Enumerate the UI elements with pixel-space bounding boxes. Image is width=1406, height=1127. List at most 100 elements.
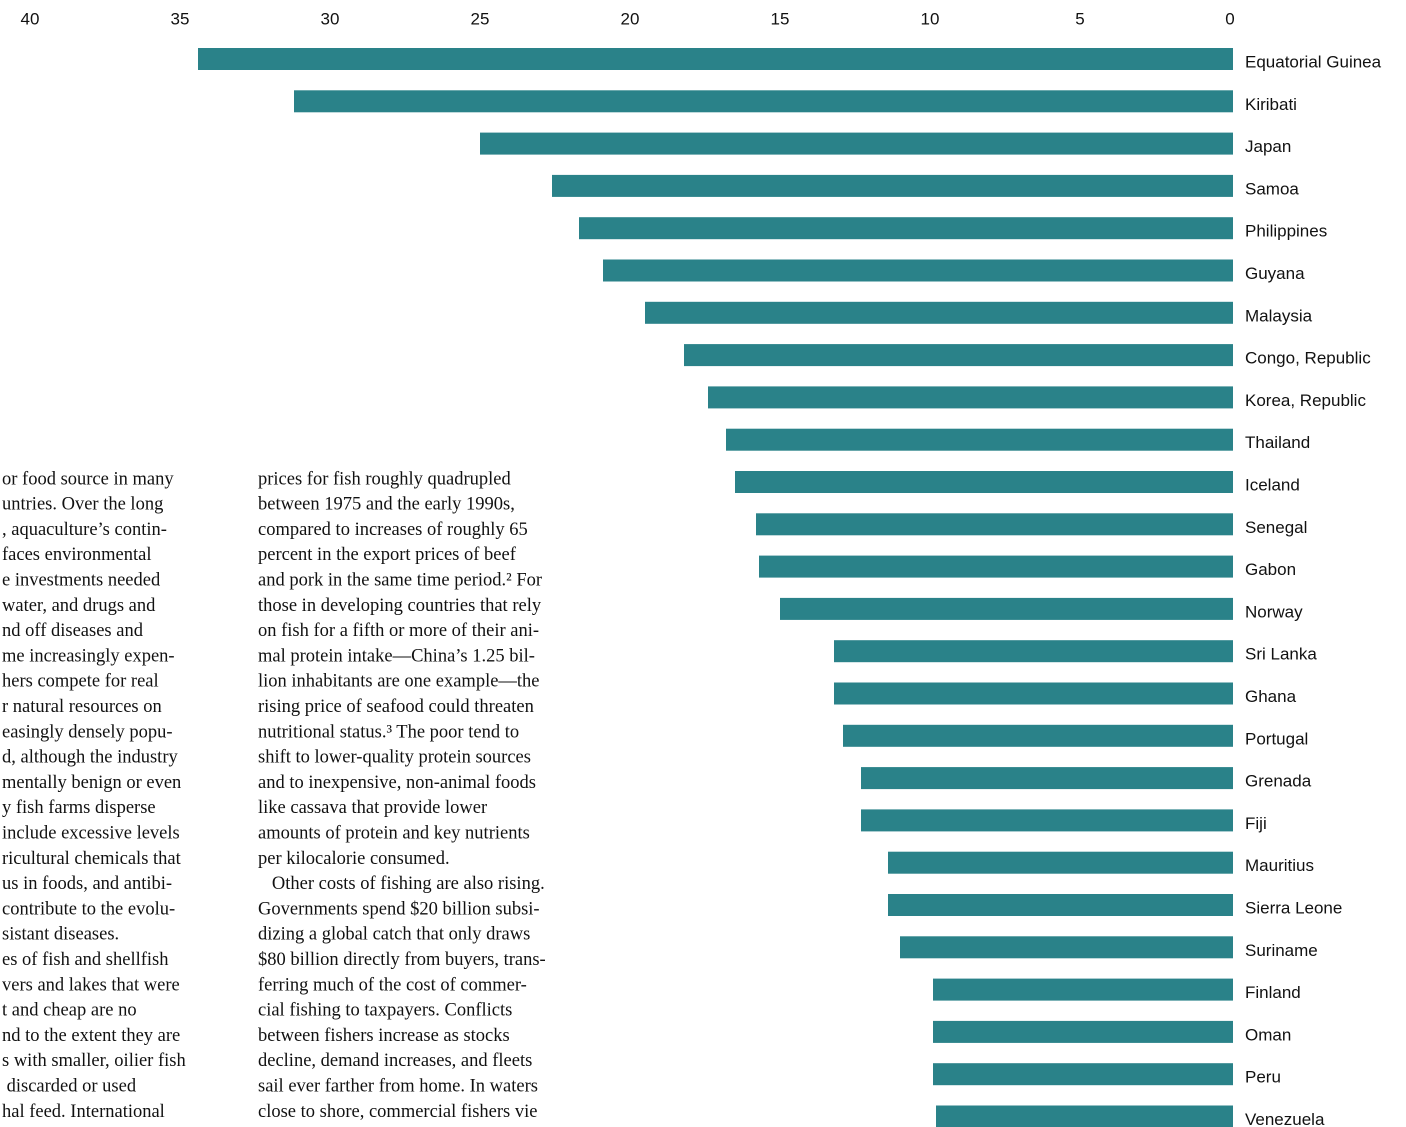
x-tick-label: 30 [321,9,340,28]
category-label: Philippines [1245,222,1327,241]
body-text-line: sail ever farther from home. In waters [258,1076,538,1096]
category-label: Kiribati [1245,95,1297,114]
bar [888,851,1233,874]
x-tick-label: 35 [171,9,190,28]
x-tick-label: 25 [471,9,490,28]
bar [726,428,1233,451]
body-text-line: untries. Over the long [2,495,163,515]
category-label: Malaysia [1245,306,1313,325]
body-text-line: on fish for a fifth or more of their ani… [258,621,539,641]
x-tick-label: 0 [1225,9,1234,28]
body-text-line: per kilocalorie consumed. [258,849,450,869]
bar [645,301,1233,324]
category-label: Iceland [1245,475,1300,494]
body-text-line: y fish farms disperse [2,798,156,818]
category-label: Samoa [1245,179,1299,198]
bar [708,386,1233,409]
body-text-line: t and cheap are no [2,1001,137,1021]
body-text-line: amounts of protein and key nutrients [258,823,530,843]
category-label: Norway [1245,602,1303,621]
body-text-line: nutritional status.³ The poor tend to [258,722,519,742]
body-text-line: compared to increases of roughly 65 [258,520,528,540]
bar [834,682,1233,705]
body-text-line: cial fishing to taxpayers. Conflicts [258,1001,512,1021]
category-label: Equatorial Guinea [1245,52,1382,71]
body-text-line: ricultural chemicals that [2,849,182,869]
body-text-line: Governments spend $20 billion subsi- [258,899,540,919]
body-text-line: , aquaculture’s contin- [2,520,167,540]
category-label: Ghana [1245,687,1297,706]
bar [684,344,1233,367]
category-label: Finland [1245,983,1301,1002]
category-label: Sri Lanka [1245,645,1317,664]
category-label: Thailand [1245,433,1310,452]
bar [780,597,1233,620]
body-text-line: ferring much of the cost of commer- [258,975,527,995]
bar [933,1020,1233,1043]
body-text-line: discarded or used [2,1076,137,1096]
bar [933,1063,1233,1086]
body-text-line: r natural resources on [2,697,162,717]
bar [888,894,1233,916]
body-text-line: me increasingly expen- [2,646,175,666]
body-text-line: nd off diseases and [2,621,144,641]
category-label: Guyana [1245,264,1305,283]
bar [861,767,1233,790]
body-text-line: and to inexpensive, non-animal foods [258,773,536,793]
category-label: Senegal [1245,518,1307,537]
body-text-line: close to shore, commercial fishers vie [258,1102,537,1122]
body-text-line: water, and drugs and [2,596,156,616]
bar [861,809,1233,832]
bar [198,48,1233,70]
body-text-line: decline, demand increases, and fleets [258,1051,532,1071]
body-text-line: faces environmental [2,545,151,565]
bar [579,217,1233,240]
x-tick-label: 20 [621,9,640,28]
x-tick-label: 5 [1075,9,1084,28]
bar [735,471,1233,493]
category-label: Japan [1245,137,1291,156]
category-label: Suriname [1245,941,1318,960]
category-label: Congo, Republic [1245,349,1371,368]
bar [552,174,1233,197]
category-label: Korea, Republic [1245,391,1366,410]
category-label: Grenada [1245,772,1312,791]
body-text-line: us in foods, and antibi- [2,874,172,894]
bar [480,132,1233,155]
body-text-line: $80 billion directly from buyers, trans- [258,950,546,970]
body-text-line: those in developing countries that rely [258,596,542,616]
body-text-line: sistant diseases. [2,925,119,945]
category-label: Mauritius [1245,856,1314,875]
category-label: Portugal [1245,729,1308,748]
bar [294,90,1233,113]
category-label: Venezuela [1245,1110,1325,1127]
category-label: Sierra Leone [1245,898,1342,917]
bar [843,724,1233,747]
body-text-line: dizing a global catch that only draws [258,925,530,945]
body-text-line: e investments needed [2,570,161,590]
bar [933,978,1233,1001]
body-text-line: mal protein intake—China’s 1.25 bil- [258,646,535,666]
body-text-line: hers compete for real [2,672,159,692]
x-tick-label: 15 [771,9,790,28]
body-text-line: shift to lower-quality protein sources [258,748,531,768]
body-text-line: easingly densely popu- [2,722,173,742]
body-text-line: include excessive levels [2,823,180,843]
category-label: Oman [1245,1025,1291,1044]
body-text-line: between fishers increase as stocks [258,1026,510,1046]
body-text-line: es of fish and shellfish [2,950,168,970]
bar [603,259,1233,282]
bar [936,1105,1233,1127]
body-text-line: prices for fish roughly quadrupled [258,469,512,489]
body-text-line: contribute to the evolu- [2,899,175,919]
body-text-line: percent in the export prices of beef [258,545,517,565]
category-label: Peru [1245,1068,1281,1087]
body-text-line: vers and lakes that were [2,975,180,995]
body-text-line: hal feed. International [2,1102,165,1122]
body-text-line: between 1975 and the early 1990s, [258,495,515,515]
x-tick-label: 10 [921,9,940,28]
x-tick-label: 40 [21,9,40,28]
body-text-line: s with smaller, oilier fish [2,1051,186,1071]
